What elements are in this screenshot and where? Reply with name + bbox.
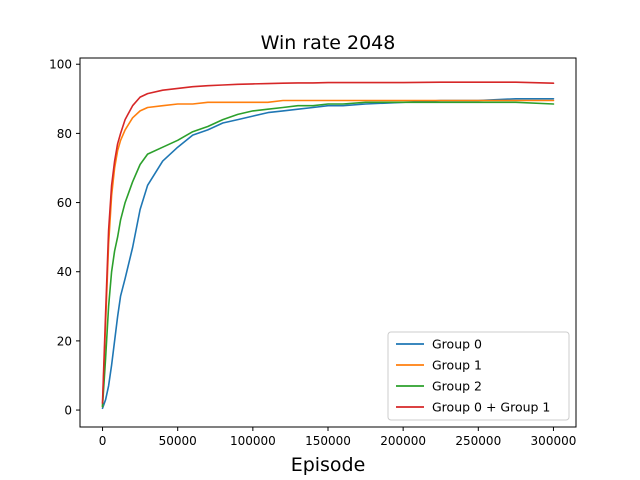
legend-box	[387, 331, 570, 421]
y-tick-label: 100	[49, 58, 72, 72]
x-tick-label: 300000	[531, 434, 577, 448]
legend-label-group-0: Group 0	[432, 337, 482, 352]
legend-label-group-0-group-1: Group 0 + Group 1	[432, 400, 550, 415]
y-axis: 0 20 40 60 80 100	[49, 58, 80, 418]
series-line-group-1	[101, 99, 555, 408]
x-tick-label: 50000	[159, 434, 197, 448]
x-axis-label: Episode	[291, 454, 366, 476]
x-tick-label: 250000	[455, 434, 501, 448]
x-tick-label: 0	[99, 434, 107, 448]
y-tick-label: 60	[57, 196, 72, 210]
y-tick-label: 0	[64, 404, 72, 418]
legend-label-group-2: Group 2	[432, 379, 482, 394]
x-axis: 0 50000 100000 150000 200000 250000 300000	[99, 427, 577, 448]
legend: Group 0 Group 1 Group 2 Group 0 + Group 1	[387, 331, 570, 421]
series-line-group-2	[101, 101, 555, 408]
x-tick-label: 200000	[380, 434, 426, 448]
chart-title: Win rate 2048	[261, 32, 396, 54]
y-tick-label: 20	[57, 334, 72, 348]
legend-label-group-1: Group 1	[432, 358, 482, 373]
x-tick-label: 100000	[230, 434, 276, 448]
y-tick-label: 40	[57, 265, 72, 279]
series-line-group-0-group-1	[101, 81, 555, 404]
x-tick-label: 150000	[305, 434, 351, 448]
series-line-group-0	[101, 98, 555, 410]
y-tick-label: 80	[57, 127, 72, 141]
series-layer	[101, 81, 555, 410]
